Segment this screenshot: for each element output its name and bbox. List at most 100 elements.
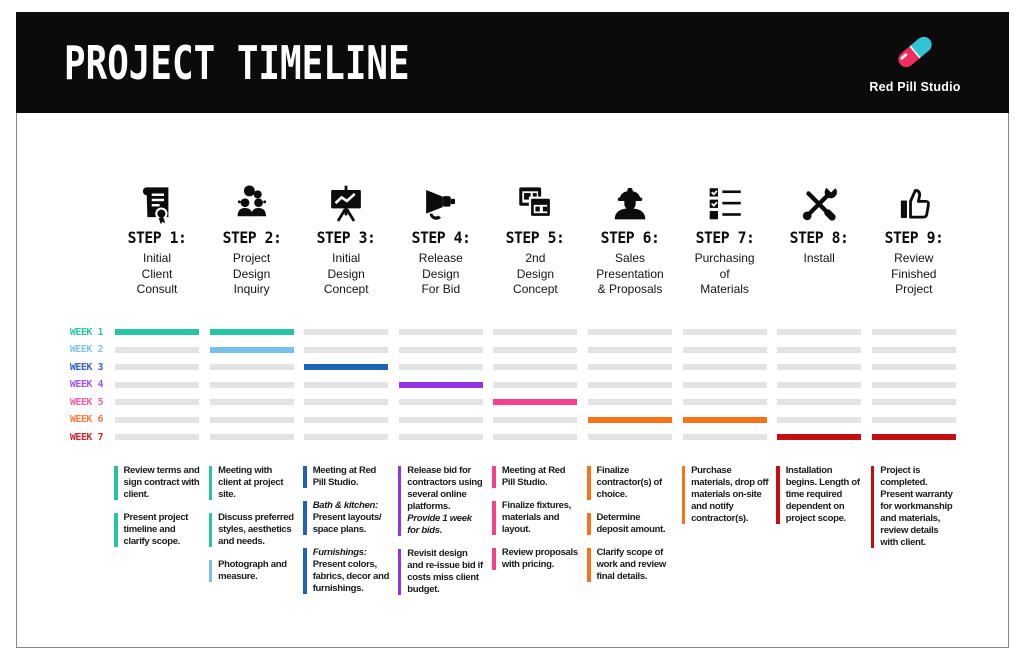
note-text: Discuss preferred styles, aesthetics and… — [218, 512, 296, 548]
step-label-4: STEP 4: — [411, 228, 471, 247]
bar-step4-week2 — [398, 346, 483, 353]
note-text-segment: Installation begins. Length of time requ… — [785, 465, 860, 524]
step-column-2: STEP 2: Project Design Inquiry — [210, 179, 294, 298]
step-name-line: Project — [232, 251, 271, 265]
note-text: Review proposals with pricing. — [502, 547, 580, 571]
note-text: Finalize contractor(s) of choice. — [597, 465, 675, 501]
note-tick — [208, 466, 213, 500]
bar-step6-week3 — [588, 364, 672, 370]
bar-step5-week3 — [493, 364, 578, 370]
bar-step6-week5 — [588, 399, 672, 405]
bar-step3-week3 — [304, 364, 389, 370]
bar-step6-week7 — [588, 434, 672, 440]
note: Discuss preferred styles, aesthetics and… — [208, 512, 296, 548]
note-text-segment: Revisit design and re-issue bid if costs… — [407, 548, 483, 595]
step-label-9: STEP 9: — [884, 228, 944, 247]
note: Installation begins. Length of time requ… — [776, 465, 863, 525]
note-text: Installation begins. Length of time requ… — [786, 465, 864, 525]
step-name-6: Sales Presentation & Proposals — [588, 251, 672, 298]
step-name-7: Purchasing of Materials — [683, 251, 767, 298]
note-text: Finalize fixtures, materials and layout. — [502, 500, 580, 536]
note-tick — [870, 466, 875, 548]
bar-step5-week1 — [493, 329, 578, 335]
bar-step1-week7 — [115, 434, 199, 440]
note-text: Meeting at Red Pill Studio. — [313, 465, 391, 489]
note-tick — [114, 513, 118, 547]
step-name-8: Install — [777, 251, 861, 267]
step-label-6: STEP 6: — [600, 228, 660, 247]
note: Project is completed. Present warranty f… — [870, 465, 958, 549]
note-text: Meeting with client at project site. — [218, 465, 296, 501]
note-text-segment: Review terms and sign contract with clie… — [123, 465, 200, 500]
step-name-line: Design — [516, 266, 555, 281]
note-text: Furnishings: Present colors, fabrics, de… — [313, 547, 391, 595]
brand-logo: Red Pill Studio — [855, 30, 975, 94]
bar-step8-week5 — [777, 399, 862, 405]
presentation-chart-icon — [304, 179, 388, 225]
note-text: Project is completed. Present warranty f… — [880, 465, 958, 549]
note-text-segment: Release bid for contractors using severa… — [407, 465, 483, 512]
bar-step7-week2 — [682, 346, 767, 353]
bar-step9-week4 — [871, 381, 956, 388]
bar-step8-week2 — [777, 346, 862, 353]
note-text-segment: Project is completed. Present warranty f… — [880, 465, 953, 548]
note-text-segment: Clarify scope of work and review final d… — [596, 547, 667, 582]
bar-step4-week3 — [398, 364, 483, 370]
note-text: Revisit design and re-issue bid if costs… — [407, 548, 485, 596]
note-text-segment: Review proposals with pricing. — [501, 547, 578, 570]
note-tick — [776, 466, 780, 524]
note: Present project timeline and clarify sco… — [114, 512, 201, 548]
bar-step5-week7 — [493, 434, 578, 440]
bar-step4-week6 — [398, 416, 483, 423]
bar-step1-week4 — [115, 381, 199, 388]
design-windows-icon — [493, 179, 577, 225]
step-label-5: STEP 5: — [505, 228, 565, 247]
note: Release bid for contractors using severa… — [397, 465, 485, 537]
step-column-4: STEP 4: Release Design For Bid — [399, 179, 483, 298]
notes-column-7: Purchase materials, drop off materials o… — [681, 465, 769, 536]
brand-name: Red Pill Studio — [869, 80, 961, 94]
bar-step2-week2 — [209, 346, 294, 353]
bar-step9-week6 — [871, 416, 956, 423]
note-tick — [492, 501, 496, 535]
bar-step7-week6 — [682, 416, 767, 423]
step-name-line: Materials — [700, 282, 749, 296]
step-name-line: & Proposals — [597, 282, 663, 296]
megaphone-icon — [399, 179, 483, 225]
note: Furnishings: Present colors, fabrics, de… — [303, 547, 390, 595]
note-text-segment: Meeting with client at project site. — [218, 465, 284, 500]
note-tick — [681, 466, 686, 524]
note-text: Meeting at Red Pill Studio. — [502, 465, 580, 489]
bar-step3-week2 — [304, 346, 389, 353]
notes-column-2: Meeting with client at project site. Disc… — [208, 465, 296, 594]
note-tick — [397, 549, 402, 595]
bar-step5-week4 — [493, 381, 578, 388]
step-column-9: STEP 9: Review Finished Project — [872, 179, 956, 298]
note-tick — [587, 466, 591, 500]
notes-column-9: Project is completed. Present warranty f… — [870, 465, 958, 560]
bar-step2-week5 — [209, 399, 294, 405]
bar-step7-week4 — [682, 381, 767, 388]
bar-step9-week7 — [871, 434, 956, 440]
step-name-line: Project — [895, 282, 933, 296]
step-name-line: Consult — [136, 282, 178, 296]
bar-step3-week6 — [304, 416, 389, 423]
step-name-3: Initial Design Concept — [304, 251, 388, 298]
bar-step4-week4 — [398, 381, 483, 388]
note-text: Present project timeline and clarify sco… — [124, 512, 202, 548]
step-label-1: STEP 1: — [127, 228, 187, 247]
note: Clarify scope of work and review final d… — [587, 547, 674, 583]
notes-column-4: Release bid for contractors using severa… — [397, 465, 485, 607]
step-name-line: Release — [418, 251, 463, 265]
page-title: PROJECT TIMELINE — [64, 35, 410, 90]
note-text-segment: Present colors, fabrics, decor and furni… — [312, 559, 390, 594]
bar-step6-week2 — [588, 346, 672, 353]
bar-step2-week3 — [209, 364, 294, 370]
week-label-6: WEEK 6 — [69, 414, 104, 425]
step-label-8: STEP 8: — [789, 228, 849, 247]
note-tick — [208, 560, 213, 582]
step-name-line: Concept — [513, 282, 558, 296]
discussion-icon — [210, 179, 294, 225]
step-label-7: STEP 7: — [695, 228, 755, 247]
bar-step6-week4 — [588, 381, 672, 388]
